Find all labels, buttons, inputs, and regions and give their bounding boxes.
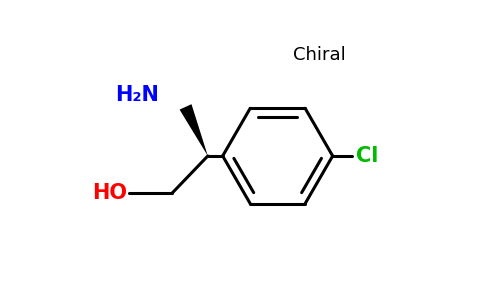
Text: HO: HO: [91, 183, 127, 203]
Polygon shape: [180, 104, 208, 156]
Text: Chiral: Chiral: [293, 46, 346, 64]
Text: Cl: Cl: [356, 146, 378, 166]
Text: H₂N: H₂N: [115, 85, 159, 105]
